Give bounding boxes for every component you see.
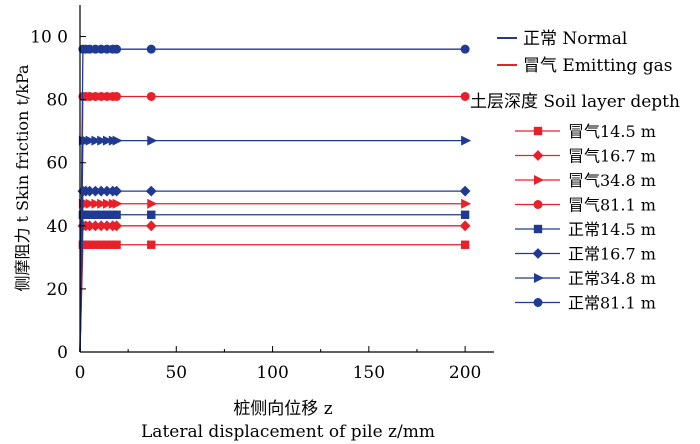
- series-5: [78, 210, 470, 353]
- series-7: [78, 135, 472, 353]
- data-point: [91, 210, 100, 219]
- legend-entry-label: 冒气16.7 m: [568, 147, 656, 166]
- series-line: [79, 244, 466, 353]
- x-axis-label-cn: 桩侧向位移 z: [233, 399, 332, 419]
- y-tick-label: 80: [46, 91, 68, 111]
- data-point: [101, 185, 113, 197]
- legend-marker: [533, 298, 543, 307]
- data-point: [97, 198, 108, 209]
- data-point: [461, 135, 472, 146]
- data-point: [146, 44, 156, 54]
- data-point: [147, 135, 158, 146]
- legend: 正常 Normal 冒气 Emitting gas 土层深度 Soil layer …: [470, 29, 680, 313]
- data-point: [102, 198, 113, 209]
- series-2: [77, 220, 471, 353]
- data-point: [112, 44, 122, 54]
- data-point: [112, 91, 122, 101]
- legend-entry-label: 正常14.5 m: [568, 220, 656, 239]
- data-point: [90, 220, 101, 232]
- data-point: [460, 91, 470, 101]
- x-tick-label: 150: [353, 363, 385, 383]
- series-line: [79, 214, 466, 353]
- legend-entry-label: 正常81.1 m: [568, 294, 656, 313]
- data-point: [90, 185, 101, 197]
- series-line: [79, 48, 466, 353]
- data-point: [112, 198, 123, 209]
- data-point: [96, 240, 106, 249]
- legend-marker: [534, 273, 544, 283]
- y-tick-label: 40: [46, 217, 68, 237]
- series-line: [79, 139, 466, 353]
- legend-entry-label: 冒气14.5 m: [568, 122, 656, 141]
- plot-area: [77, 44, 472, 353]
- data-point: [91, 240, 100, 249]
- data-point: [112, 240, 121, 249]
- legend-marker: [533, 224, 543, 234]
- series-6: [77, 185, 471, 353]
- legend-entry-label: 冒气81.1 m: [568, 196, 656, 215]
- legend-marker: [534, 175, 544, 185]
- y-tick-label: 10 0: [30, 28, 68, 48]
- legend-marker: [532, 150, 544, 161]
- series-1: [78, 240, 470, 353]
- y-tick-label: 0: [57, 343, 68, 363]
- legend-marker: [533, 126, 543, 136]
- series-4: [78, 91, 470, 353]
- data-point: [461, 198, 472, 209]
- data-point: [102, 240, 112, 249]
- data-point: [96, 210, 106, 219]
- x-tick-label: 50: [165, 363, 187, 383]
- data-point: [85, 135, 96, 146]
- series-3: [78, 198, 472, 353]
- data-point: [459, 185, 471, 197]
- data-point: [112, 210, 121, 219]
- legend-entry-label: 正常34.8 m: [568, 269, 656, 288]
- axes: [79, 5, 494, 353]
- data-point: [112, 135, 123, 146]
- data-point: [95, 220, 107, 232]
- data-point: [85, 210, 94, 219]
- data-point: [111, 185, 122, 197]
- data-point: [91, 198, 102, 209]
- series-line: [79, 95, 466, 353]
- data-point: [91, 135, 102, 146]
- data-point: [147, 198, 158, 209]
- y-axis-label: 侧摩阻力 t Skin friction t/kPa: [13, 64, 32, 292]
- data-point: [102, 135, 113, 146]
- data-point: [97, 135, 108, 146]
- legend-subtitle: 土层深度 Soil layer depth: [470, 92, 680, 112]
- x-axis-label-en: Lateral displacement of pile z/mm: [141, 422, 435, 442]
- data-point: [146, 91, 156, 101]
- data-point: [95, 185, 107, 197]
- x-tick-label: 200: [449, 363, 481, 383]
- x-tick-label: 0: [75, 363, 86, 383]
- y-tick-label: 60: [46, 154, 68, 174]
- data-point: [460, 44, 470, 54]
- data-point: [84, 185, 96, 197]
- legend-marker: [533, 200, 543, 209]
- y-tick-label: 20: [46, 280, 68, 300]
- data-point: [111, 220, 122, 232]
- data-point: [145, 185, 157, 197]
- data-point: [460, 210, 470, 219]
- legend-group-label: 正常 Normal: [523, 29, 627, 49]
- x-tick-label: 100: [256, 363, 288, 383]
- data-point: [85, 198, 96, 209]
- legend-entry-label: 正常16.7 m: [568, 245, 656, 264]
- legend-marker: [532, 248, 544, 259]
- data-point: [84, 220, 96, 232]
- data-point: [460, 240, 470, 249]
- data-point: [101, 220, 113, 232]
- data-point: [147, 240, 156, 249]
- series-8: [78, 44, 470, 353]
- legend-entry-label: 冒气34.8 m: [568, 171, 656, 190]
- data-point: [102, 210, 112, 219]
- data-point: [145, 220, 157, 232]
- data-point: [85, 240, 94, 249]
- data-point: [147, 210, 156, 219]
- legend-group-label: 冒气 Emitting gas: [523, 56, 672, 76]
- data-point: [459, 220, 471, 232]
